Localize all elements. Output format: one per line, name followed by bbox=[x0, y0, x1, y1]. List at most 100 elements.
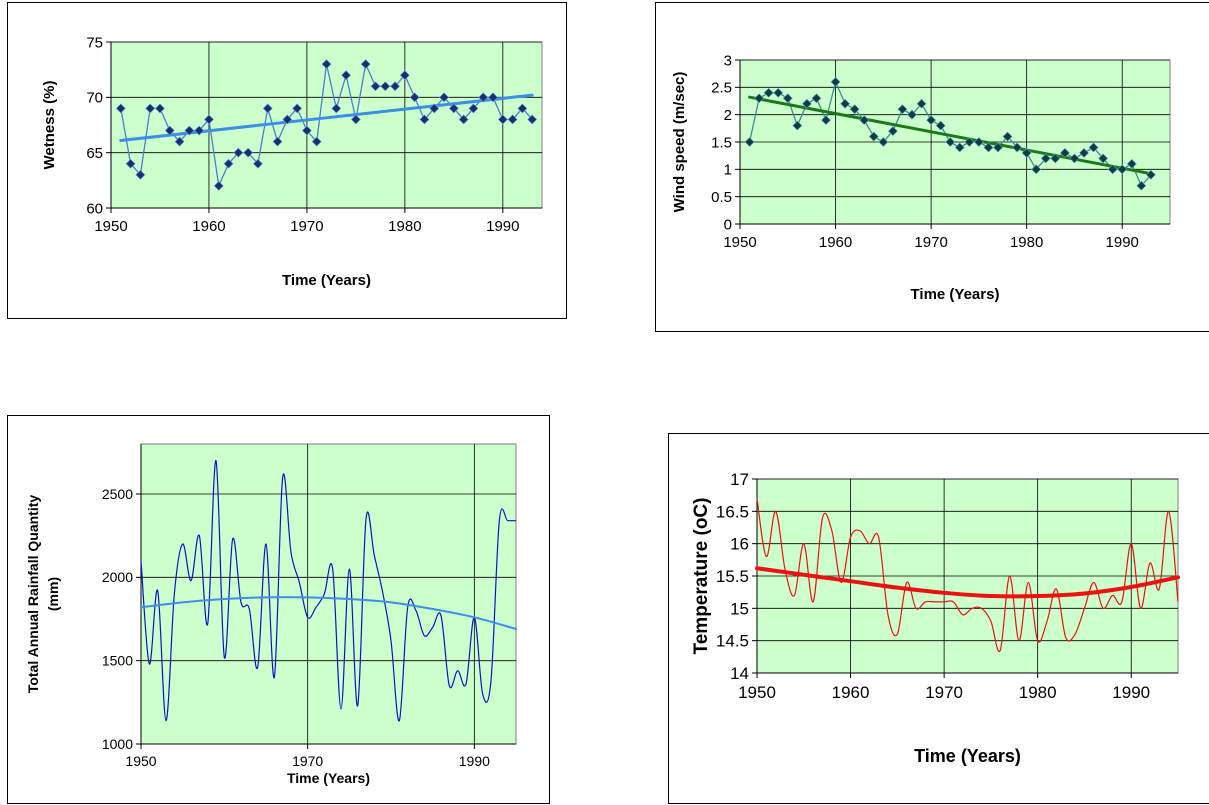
data-point-marker bbox=[849, 104, 860, 115]
data-point-marker bbox=[145, 103, 156, 114]
y-tick-label: 70 bbox=[86, 90, 103, 107]
data-point-marker bbox=[321, 59, 332, 70]
x-axis-label: Time (Years) bbox=[282, 272, 371, 289]
y-tick-label: 16 bbox=[730, 535, 749, 554]
y-tick-label: 17 bbox=[730, 470, 749, 489]
y-tick-label: 16.5 bbox=[716, 502, 749, 521]
series-line bbox=[756, 498, 1179, 653]
x-tick-label: 1950 bbox=[723, 234, 756, 251]
data-point-marker bbox=[380, 81, 391, 92]
plot-area bbox=[140, 443, 517, 745]
data-point-marker bbox=[243, 147, 254, 158]
data-point-marker bbox=[507, 114, 518, 125]
y-tick-label: 75 bbox=[86, 34, 103, 51]
data-point-marker bbox=[916, 98, 927, 109]
data-point-marker bbox=[792, 120, 803, 131]
y-axis-label: Total Annual Rainfall Quantity (mm) bbox=[25, 495, 61, 694]
x-tick-label: 1950 bbox=[125, 753, 156, 769]
temperature-chart-panel: 14 14.5 15 15.5 16 16.5 17 1950 1960 1970 1980 1990… bbox=[668, 433, 1209, 804]
y-tick-label: 2000 bbox=[102, 569, 133, 585]
data-point-marker bbox=[204, 114, 214, 125]
data-point-marker bbox=[964, 137, 975, 147]
data-point-marker bbox=[782, 93, 793, 104]
data-point-marker bbox=[1059, 148, 1070, 158]
data-point-marker bbox=[233, 147, 244, 158]
data-point-marker bbox=[213, 180, 224, 191]
data-point-marker bbox=[253, 158, 263, 169]
data-point-marker bbox=[801, 98, 812, 109]
data-point-marker bbox=[429, 103, 440, 114]
data-point-marker bbox=[1145, 169, 1156, 180]
data-point-marker bbox=[439, 92, 449, 103]
data-point-marker bbox=[983, 142, 994, 153]
data-point-marker bbox=[115, 103, 126, 114]
data-point-marker bbox=[341, 70, 352, 81]
data-point-marker bbox=[1136, 180, 1147, 191]
y-tick-label: 15 bbox=[730, 599, 749, 618]
data-point-marker bbox=[868, 131, 879, 142]
data-point-marker bbox=[164, 125, 175, 136]
data-point-marker bbox=[878, 137, 889, 147]
y-tick-label: 0.5 bbox=[711, 189, 732, 206]
y-tick-label: 14 bbox=[730, 664, 749, 683]
data-point-marker bbox=[821, 115, 831, 126]
data-point-marker bbox=[311, 136, 322, 147]
data-point-marker bbox=[926, 115, 937, 126]
data-point-marker bbox=[390, 81, 400, 92]
y-tick-label: 0 bbox=[724, 216, 732, 233]
data-point-marker bbox=[811, 93, 822, 104]
y-tick-label: 65 bbox=[86, 145, 103, 162]
y-tick-label: 1000 bbox=[102, 736, 133, 752]
data-point-marker bbox=[935, 120, 946, 131]
data-point-marker bbox=[468, 103, 479, 114]
wind-speed-chart: 0 0.5 1 1.5 2 2.5 3 1950 1960 1970 1980 1990 Time (Y… bbox=[671, 52, 1171, 303]
data-point-marker bbox=[897, 104, 908, 115]
data-point-marker bbox=[1040, 153, 1051, 164]
data-point-marker bbox=[887, 126, 898, 136]
x-tick-label: 1980 bbox=[1010, 234, 1043, 251]
data-point-marker bbox=[1069, 153, 1080, 164]
data-point-marker bbox=[488, 92, 498, 103]
data-point-marker bbox=[830, 76, 841, 87]
wetness-chart: 60 65 70 75 1950 1960 1970 1980 1990 Time (Years)… bbox=[41, 34, 543, 289]
x-tick-label: 1980 bbox=[388, 218, 421, 235]
data-point-marker bbox=[301, 125, 312, 136]
temperature-chart: 14 14.5 15 15.5 16 16.5 17 1950 1960 1970 1980 1990… bbox=[691, 470, 1180, 766]
data-point-marker bbox=[292, 103, 303, 114]
data-point-marker bbox=[1079, 148, 1089, 158]
data-point-marker bbox=[993, 142, 1003, 153]
x-tick-label: 1990 bbox=[486, 218, 519, 235]
series-line bbox=[140, 460, 517, 722]
data-point-marker bbox=[1098, 153, 1109, 164]
data-point-marker bbox=[360, 59, 371, 70]
x-tick-label: 1960 bbox=[832, 683, 870, 702]
y-tick-label: 2.5 bbox=[711, 80, 732, 97]
data-point-marker bbox=[840, 98, 851, 109]
x-tick-label: 1970 bbox=[292, 753, 323, 769]
data-point-marker bbox=[194, 125, 205, 136]
x-axis-label: Time (Years) bbox=[911, 286, 1000, 303]
y-tick-label: 1.5 bbox=[711, 134, 732, 151]
data-point-marker bbox=[135, 169, 146, 180]
data-point-marker bbox=[1031, 164, 1042, 175]
rainfall-chart: 1000 1500 2000 2500 1950 1970 1990 Time (Years)… bbox=[25, 443, 517, 786]
y-axis-label-line: (mm) bbox=[45, 577, 61, 611]
x-tick-label: 1980 bbox=[1019, 683, 1057, 702]
y-tick-label: 1 bbox=[724, 162, 732, 179]
data-point-marker bbox=[1107, 164, 1118, 175]
data-point-marker bbox=[973, 137, 984, 147]
trend-line bbox=[755, 566, 1180, 599]
data-point-marker bbox=[399, 70, 410, 81]
y-tick-label: 14.5 bbox=[716, 632, 749, 651]
data-point-marker bbox=[773, 87, 784, 98]
data-point-marker bbox=[331, 103, 342, 114]
y-axis-label: Wetness (%) bbox=[41, 81, 58, 170]
data-point-marker bbox=[282, 114, 293, 125]
x-tick-label: 1990 bbox=[1106, 234, 1139, 251]
data-point-marker bbox=[448, 103, 459, 114]
data-point-marker bbox=[754, 93, 765, 104]
data-point-marker bbox=[1012, 142, 1023, 153]
data-point-marker bbox=[517, 103, 528, 114]
y-tick-label: 15.5 bbox=[716, 567, 749, 586]
x-tick-label: 1990 bbox=[459, 753, 490, 769]
